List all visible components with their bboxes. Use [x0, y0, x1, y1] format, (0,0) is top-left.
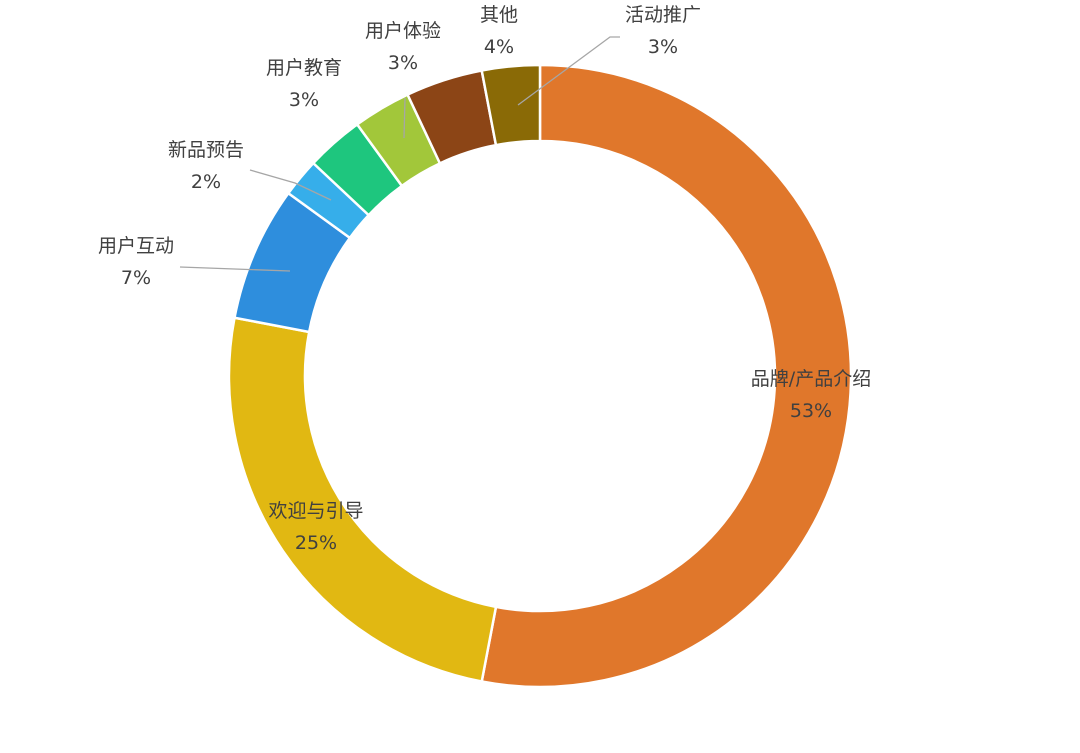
slice-percent-label: 25% — [295, 532, 337, 554]
leader-line — [403, 97, 406, 139]
slice-percent-label: 3% — [388, 52, 418, 74]
pie-slice — [480, 63, 853, 689]
slice-label: 其他 — [480, 4, 518, 26]
pie-slice — [480, 63, 542, 147]
slice-label: 品牌/产品介绍 — [751, 368, 871, 390]
slice-percent-label: 4% — [484, 36, 514, 58]
slice-percent-label: 3% — [648, 36, 678, 58]
slice-label: 新品预告 — [168, 139, 244, 161]
pie-slice — [227, 316, 498, 683]
leader-line — [249, 169, 332, 201]
slice-label: 用户互动 — [98, 235, 174, 257]
slice-label: 欢迎与引导 — [268, 500, 363, 522]
slice-label: 活动推广 — [625, 4, 701, 26]
slice-percent-label: 2% — [191, 171, 221, 193]
slice-percent-label: 7% — [121, 267, 151, 289]
slice-percent-label: 53% — [790, 400, 832, 422]
slice-percent-label: 3% — [289, 89, 319, 111]
leader-line — [517, 36, 620, 106]
leader-line — [179, 266, 291, 272]
slice-label: 用户教育 — [266, 57, 342, 79]
slice-label: 用户体验 — [365, 20, 441, 42]
